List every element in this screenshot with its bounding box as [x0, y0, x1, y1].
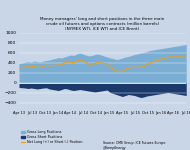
Legend: Gross Long Positions, Gross Short Positions, Net Long (+) or Short (-) Position: Gross Long Positions, Gross Short Positi…	[21, 130, 82, 144]
Text: Source: CME Group, ICE Futures Europe
@KempEnergy: Source: CME Group, ICE Futures Europe @K…	[103, 141, 165, 150]
Title: Money managers’ long and short positions in the three main
crude oil futures and: Money managers’ long and short positions…	[40, 17, 165, 31]
